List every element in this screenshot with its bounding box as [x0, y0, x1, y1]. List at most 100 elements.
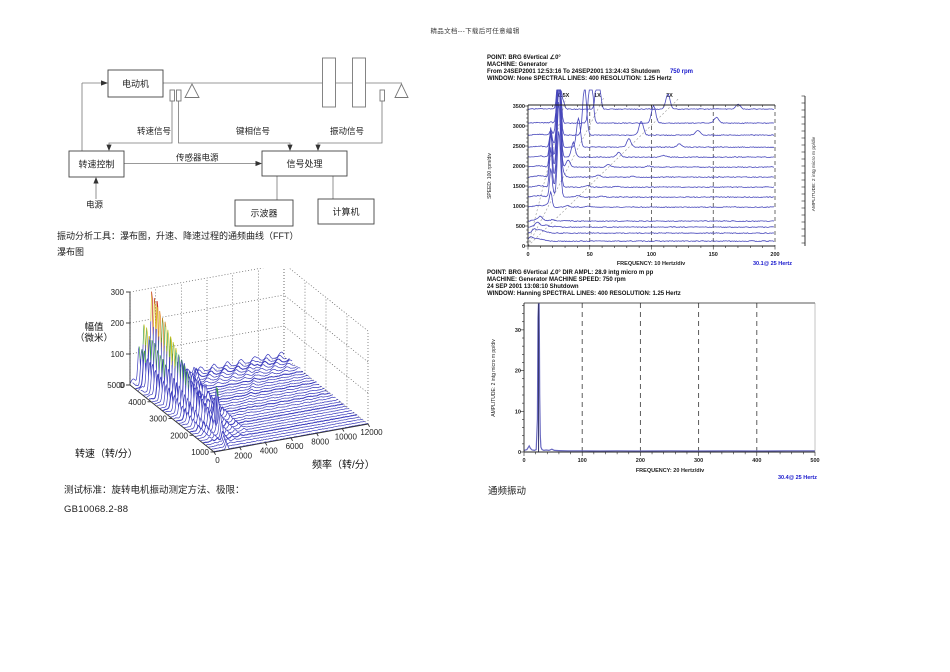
computer-label: 计算机 [332, 206, 359, 217]
svg-text:5000: 5000 [107, 381, 125, 390]
waterfall-axis-titles: 幅值（微米） 转速（转/分） 频率（转/分） [75, 321, 375, 471]
computer-box [317, 198, 375, 225]
svg-text:3000: 3000 [513, 124, 525, 130]
vibration-sensor [379, 89, 385, 102]
spectrum-chart-header: POINT: BRG 6Vertical ∠0° DIR AMPL: 28.9 … [487, 270, 817, 298]
speed-highlight: 750 rpm [669, 69, 693, 75]
overall-spectrum-chart: 0 100 200 300 400 500 0 10 20 30 AMPLITUDE: 2 intg… [491, 302, 820, 480]
cascade-chart-header: POINT: BRG 6Vertical ∠0° MACHINE: Genera… [487, 55, 817, 83]
cascade-header-line4: WINDOW: None SPECTRAL LINES: 400 RESOLUT… [487, 76, 672, 82]
svg-text:50: 50 [587, 252, 593, 258]
svg-text:1X: 1X [594, 93, 601, 99]
bearing-support-right [394, 82, 409, 98]
y-axis-label: SPEED: 100 rpm/div [487, 153, 493, 199]
svg-text:2000: 2000 [170, 431, 188, 440]
svg-text:200: 200 [111, 319, 125, 328]
svg-text:1500: 1500 [513, 184, 525, 190]
speed-control-label: 转速控制 [78, 159, 114, 170]
svg-text:200: 200 [636, 458, 645, 464]
svg-text:1000: 1000 [191, 448, 209, 457]
spectrum-header-line1: POINT: BRG 6Vertical ∠0° DIR AMPL: 28.9 … [487, 270, 654, 276]
y-axis-label: AMPLITUDE: 2 intg micro m pp/div [491, 339, 497, 417]
speed-signal-label: 转速信号 [137, 126, 171, 136]
spectrum-header-line2: MACHINE: Generator MACHINE SPEED: 750 rp… [487, 276, 626, 283]
svg-text:10: 10 [515, 409, 521, 415]
svg-text:500: 500 [516, 224, 525, 230]
overall-vibration-caption: 通频振动 [488, 486, 527, 497]
gridlines [581, 303, 758, 452]
speed-axis-label: 转速（转/分） [75, 447, 138, 460]
amp-axis-label-2: （微米） [75, 332, 113, 344]
test-rig-block-diagram: 电动机 转速控制 信号处理 示波器 计算机 转速信号 键相信号 振动信号 传感器… [68, 57, 409, 227]
x-axis-label: FREQUENCY: 20 Hertz/div [636, 468, 705, 474]
svg-text:30: 30 [515, 328, 521, 334]
svg-text:150: 150 [709, 252, 718, 258]
analysis-tools-caption: 振动分析工具：瀑布图，升速、降速过程的通频曲线（FFT） [57, 231, 299, 241]
waterfall-3d-chart: 0200040006000800010000120001000200030004… [75, 268, 383, 471]
tick-labels: 0 100 200 300 400 500 0 10 20 30 [515, 328, 820, 464]
svg-text:0.5X: 0.5X [558, 93, 570, 99]
svg-text:100: 100 [111, 350, 125, 359]
bearing-support-left [184, 83, 200, 98]
signal-labels: 转速信号 键相信号 振动信号 传感器电源 电源 [86, 126, 364, 210]
keyphase-sensor [176, 89, 182, 102]
x-axis-label: FREQUENCY: 10 Hertz/div [617, 261, 686, 267]
keyphase-signal-label: 键相信号 [236, 126, 270, 136]
amp-axis-label-1: 幅值 [84, 321, 104, 333]
svg-text:20: 20 [515, 369, 521, 375]
signal-processing-label: 信号处理 [286, 158, 322, 169]
peak-annotation: 30.1@ 25 Hertz [753, 261, 792, 267]
svg-text:100: 100 [578, 458, 587, 464]
power-label: 电源 [86, 200, 104, 210]
diagram-labels: 电动机 转速控制 信号处理 示波器 计算机 [78, 78, 359, 219]
order-labels: 0.5X 1X 2X [558, 93, 673, 99]
gridlines [589, 105, 776, 246]
svg-text:300: 300 [694, 458, 703, 464]
svg-text:6000: 6000 [286, 442, 304, 451]
rotor-disk-2 [352, 57, 366, 108]
svg-text:100: 100 [647, 252, 656, 258]
spectrum-trace [523, 303, 815, 452]
shaft-components [169, 57, 409, 108]
order-lines [527, 97, 680, 247]
svg-text:400: 400 [752, 458, 761, 464]
right-axis-label: AMPLITUDE: 2 intg micro m pp/div [811, 136, 817, 211]
standard-code-caption: GB10068.2-88 [64, 504, 129, 515]
peak-annotation: 30.4@ 25 Hertz [778, 475, 817, 480]
svg-text:0: 0 [120, 381, 125, 390]
waterfall-axes [126, 291, 370, 456]
axes [524, 95, 806, 250]
signal-processing-box [261, 150, 348, 177]
svg-text:3500: 3500 [513, 104, 525, 110]
svg-text:8000: 8000 [311, 437, 329, 446]
speed-control-box [68, 150, 125, 178]
oscilloscope-label: 示波器 [250, 208, 277, 219]
axes [520, 302, 816, 456]
waterfall-caption: 瀑布图 [57, 247, 85, 257]
svg-text:0: 0 [215, 456, 220, 465]
cascade-spectrum-chart: 0.5X 1X 2X 0 500 1000 1500 2000 2500 3000 3500 0 50 1… [487, 89, 817, 267]
svg-text:10000: 10000 [335, 433, 358, 442]
waterfall-tick-labels: 0200040006000800010000120001000200030004… [107, 288, 383, 465]
diagram-boxes [68, 69, 375, 227]
svg-text:200: 200 [770, 252, 779, 258]
spectrum-header-line4: WINDOW: Hanning SPECTRAL LINES: 400 RESO… [487, 290, 681, 297]
svg-text:12000: 12000 [360, 428, 383, 437]
speed-sensor [169, 89, 175, 102]
spectrum-header-line3: 24 SEP 2001 13:08:10 Shutdown [487, 283, 579, 290]
cascade-header-line3: From 24SEP2001 12:53:16 To 24SEP2001 13:… [487, 69, 693, 75]
svg-text:300: 300 [111, 288, 125, 297]
svg-text:4000: 4000 [128, 398, 146, 407]
waterfall-traces [129, 291, 369, 452]
svg-text:0: 0 [526, 252, 529, 258]
oscilloscope-box [234, 199, 294, 227]
motor-box [107, 69, 164, 98]
motor-label: 电动机 [122, 78, 149, 89]
freq-axis-label: 频率（转/分） [312, 458, 375, 471]
svg-text:0: 0 [518, 450, 521, 456]
svg-text:2500: 2500 [513, 144, 525, 150]
vibration-signal-label: 振动信号 [330, 126, 364, 136]
svg-text:500: 500 [810, 458, 819, 464]
cascade-header-line2: MACHINE: Generator [487, 62, 548, 68]
